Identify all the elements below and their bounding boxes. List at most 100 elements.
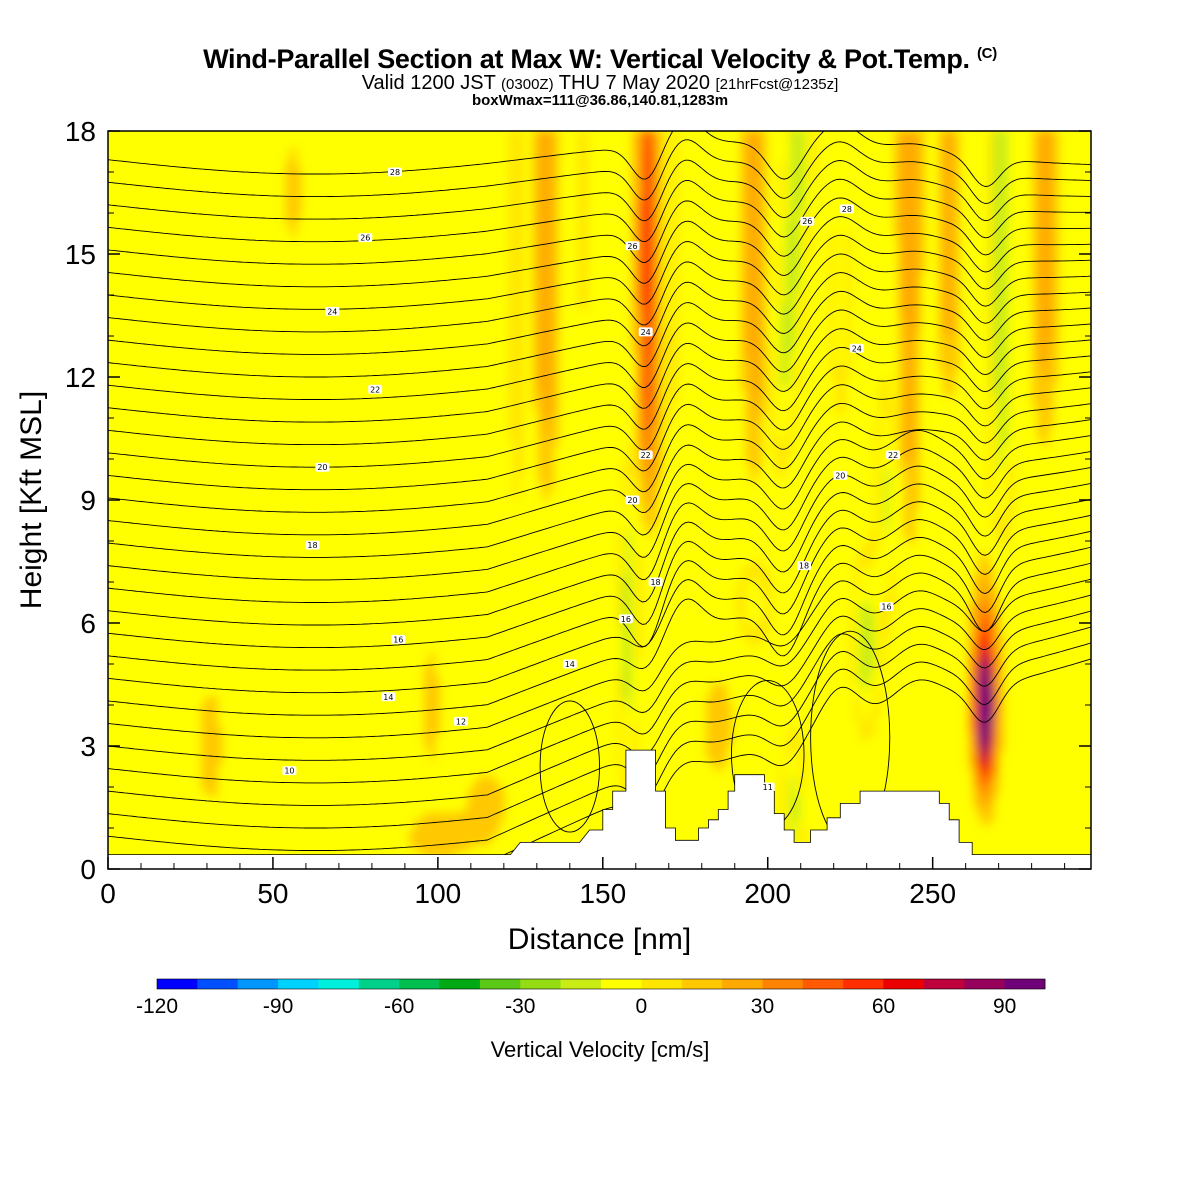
contour-label-bg	[305, 540, 320, 550]
x-tick-label: 50	[257, 878, 288, 909]
isentrope	[108, 514, 1091, 671]
contour-label: 24	[641, 328, 651, 337]
contour-label-bg	[315, 462, 330, 472]
colorbar-swatch	[278, 979, 319, 989]
plot-background	[108, 131, 1091, 869]
contour-label: 16	[881, 603, 891, 612]
colorbar-swatch	[399, 979, 440, 989]
colorbar-swatch	[439, 979, 481, 989]
contour-label: 24	[852, 344, 862, 353]
colorbar-tick-label: 60	[872, 995, 895, 1018]
colorbar: -120 -90 -60 -30 0 30 60 90	[136, 978, 1046, 1018]
contour-label-bg	[849, 343, 864, 353]
contour-label: 16	[621, 615, 631, 624]
isentrope	[108, 419, 1091, 536]
isentrope	[108, 594, 1091, 784]
isentrope	[108, 309, 1091, 400]
colorbar-tick-label: 0	[636, 995, 648, 1018]
colorbar-swatch	[964, 979, 1006, 989]
isentrope	[108, 658, 1091, 869]
colorbar-tick-label: -90	[263, 995, 293, 1018]
terrain-profile	[108, 749, 1091, 869]
colorbar-swatch	[560, 979, 602, 989]
contour-label: 22	[370, 385, 380, 394]
isentrope	[108, 578, 1091, 761]
isentrope	[108, 131, 1091, 187]
box-info: boxWmax=111@36.86,140.81,1283m	[471, 92, 729, 109]
isentrope	[108, 530, 1091, 694]
isentrope	[108, 346, 1091, 446]
y-tick-label: 0	[80, 854, 96, 885]
contour-label: 20	[627, 496, 637, 505]
contour-label-bg	[833, 470, 848, 480]
contour-label-bg	[638, 327, 653, 337]
colorbar-swatch	[923, 979, 965, 989]
contour-label-bg	[381, 692, 396, 702]
y-tick-label: 6	[80, 608, 96, 639]
colorbar-swatch	[1004, 979, 1046, 989]
isentrope	[108, 642, 1091, 851]
colorbar-swatch	[318, 979, 360, 989]
contour-label: 18	[307, 541, 317, 550]
isentrope	[108, 139, 1091, 205]
contour-label: 26	[802, 217, 812, 226]
y-tick-label: 12	[65, 362, 96, 393]
potential-temperature-contours	[108, 131, 1091, 869]
colorbar-frame	[156, 978, 1046, 990]
contour-label-bg	[886, 450, 901, 460]
contour-label-bg	[562, 659, 577, 669]
valid-utc: (0300Z)	[501, 76, 554, 93]
isentrope	[108, 482, 1091, 626]
x-tick-label: 250	[909, 878, 956, 909]
contour-label: 10	[284, 767, 294, 776]
x-axis-label: Distance [nm]	[508, 923, 691, 956]
x-tick-label: 150	[579, 878, 626, 909]
contour-label-bg	[879, 602, 894, 612]
colorbar-swatch	[843, 979, 884, 989]
colorbar-swatch	[358, 979, 400, 989]
isentrope	[108, 610, 1091, 806]
contour-label: 22	[641, 451, 651, 460]
colorbar-swatch	[762, 979, 804, 989]
isentrope	[108, 234, 1091, 310]
contour-label: 24	[327, 307, 337, 316]
contour-label: 16	[393, 635, 403, 644]
isentrope	[108, 253, 1091, 333]
x-tick-label: 100	[415, 878, 462, 909]
contour-label: 28	[842, 205, 852, 214]
contour-label: 20	[835, 471, 845, 480]
y-tick-label: 15	[65, 239, 96, 270]
isentrope	[108, 546, 1091, 716]
isentrope	[108, 178, 1091, 243]
isentrope	[108, 197, 1091, 265]
contour-label: 28	[390, 168, 400, 177]
contour-label: 11	[763, 783, 773, 792]
contour-label: 26	[627, 242, 637, 251]
isentrope	[108, 402, 1091, 513]
colorbar-tick-label: -60	[384, 995, 414, 1018]
colorbar-tick-label: -120	[136, 995, 178, 1018]
contour-label: 22	[888, 451, 898, 460]
colorbar-swatch	[479, 979, 521, 989]
colorbar-swatch	[601, 979, 642, 989]
contour-label-bg	[625, 241, 640, 251]
velocity-shading	[201, 131, 1059, 869]
valid-forecast: [21hrFcst@1235z]	[715, 76, 839, 93]
contour-label-bg	[625, 495, 640, 505]
contour-labels: 10 12 14 14 16 16 16 18 18 18 20 20 20 22 22 22 24 24 24 26…	[282, 167, 901, 792]
isentrope-closed	[539, 700, 600, 833]
contour-label: 14	[565, 660, 575, 669]
colorbar-swatch	[237, 979, 279, 989]
isentrope	[108, 465, 1091, 603]
isentrope	[108, 429, 1091, 558]
contour-label: 20	[317, 463, 327, 472]
y-tick-label: 18	[65, 116, 96, 147]
chart-title: Wind-Parallel Section at Max W: Vertical…	[0, 44, 1200, 75]
isentrope	[108, 328, 1091, 423]
contour-label: 18	[650, 578, 660, 587]
contour-label-bg	[358, 233, 373, 243]
contour-label-bg	[648, 577, 663, 587]
valid-date: THU 7 May 2020	[558, 72, 710, 94]
x-tick-label: 200	[744, 878, 791, 909]
valid-time-line: Valid 1200 JST (0300Z) THU 7 May 2020 [2…	[0, 72, 1200, 95]
